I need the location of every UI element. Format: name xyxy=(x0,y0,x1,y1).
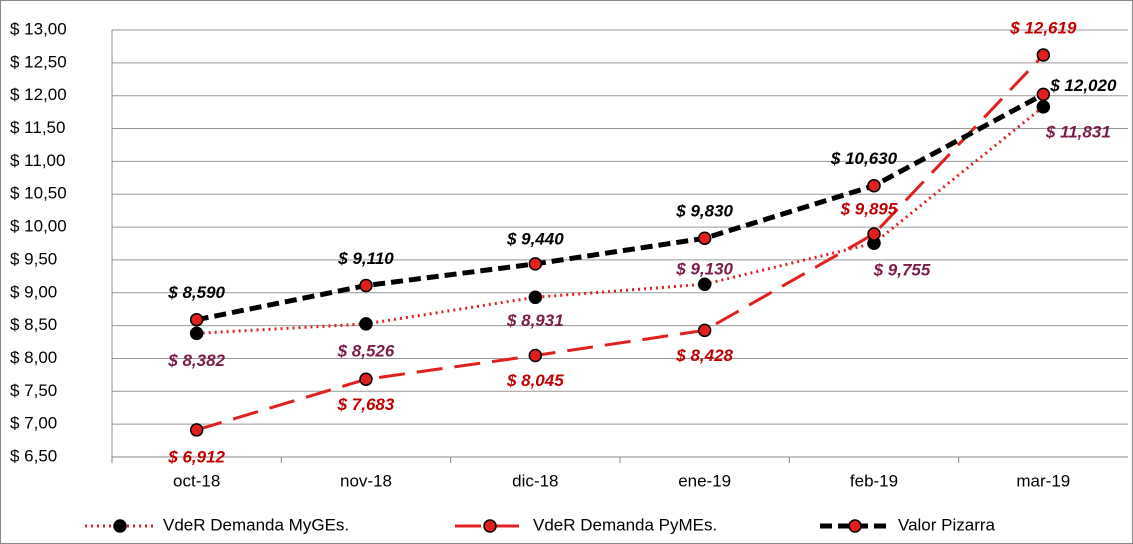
marker xyxy=(528,290,543,305)
value-label: $ 6,912 xyxy=(167,447,225,466)
marker xyxy=(697,323,712,338)
series-line xyxy=(196,105,1045,335)
value-label: $ 9,130 xyxy=(675,260,733,279)
value-label: $ 8,931 xyxy=(506,311,564,330)
marker xyxy=(867,178,881,193)
value-label: $ 9,755 xyxy=(873,261,931,280)
value-label: $ 9,895 xyxy=(840,199,898,218)
value-label: $ 8,045 xyxy=(506,371,564,390)
y-tick-label: $ 7,50 xyxy=(10,381,57,400)
value-label: $ 9,830 xyxy=(675,202,733,221)
value-label: $ 10,630 xyxy=(830,149,898,168)
y-tick-label: $ 12,50 xyxy=(10,52,67,71)
marker xyxy=(359,278,373,293)
legend-label: VdeR Demanda PyMEs. xyxy=(533,515,717,534)
marker xyxy=(1036,100,1051,114)
x-tick-label: mar-19 xyxy=(1016,471,1070,490)
value-label: $ 9,440 xyxy=(506,229,564,248)
x-tick-label: feb-19 xyxy=(850,471,898,490)
legend-label: Valor Pizarra xyxy=(898,515,996,534)
marker xyxy=(1036,48,1051,62)
y-tick-label: $ 7,00 xyxy=(10,414,57,433)
marker xyxy=(1036,87,1051,102)
x-tick-label: ene-19 xyxy=(678,471,731,490)
y-tick-label: $ 6,50 xyxy=(10,446,57,465)
marker xyxy=(359,372,373,387)
y-tick-label: $ 8,00 xyxy=(10,348,57,367)
y-tick-label: $ 8,50 xyxy=(10,315,57,334)
value-label: $ 12,020 xyxy=(1049,76,1117,95)
legend-marker xyxy=(113,519,127,533)
value-label: $ 8,382 xyxy=(167,351,225,370)
value-label: $ 9,110 xyxy=(337,249,394,268)
y-tick-label: $ 9,50 xyxy=(10,249,57,268)
marker xyxy=(528,257,543,271)
y-tick-label: $ 11,50 xyxy=(10,118,65,137)
marker xyxy=(697,231,712,245)
value-label: $ 12,619 xyxy=(1009,19,1077,38)
x-tick-label: dic-18 xyxy=(512,471,558,490)
y-tick-label: $ 10,00 xyxy=(10,217,67,236)
x-tick-label: nov-18 xyxy=(340,471,392,490)
marker xyxy=(528,348,543,363)
legend-marker xyxy=(848,519,862,533)
value-label: $ 7,683 xyxy=(337,395,395,414)
marker xyxy=(189,326,204,341)
value-label: $ 8,526 xyxy=(337,341,395,360)
series-line xyxy=(196,53,1045,432)
value-label: $ 11,831 xyxy=(1045,122,1111,141)
value-label: $ 8,428 xyxy=(675,346,733,365)
marker xyxy=(189,312,204,327)
marker xyxy=(867,227,881,241)
value-label: $ 8,590 xyxy=(167,283,225,302)
legend-label: VdeR Demanda MyGEs. xyxy=(163,515,349,534)
y-tick-label: $ 9,00 xyxy=(10,282,57,301)
marker xyxy=(697,277,712,291)
y-tick-label: $ 12,00 xyxy=(10,85,67,104)
x-tick-label: oct-18 xyxy=(173,471,220,490)
marker xyxy=(189,423,204,437)
legend-marker xyxy=(483,519,497,533)
series-line xyxy=(196,92,1045,323)
y-tick-label: $ 11,00 xyxy=(10,151,65,170)
y-tick-label: $ 10,50 xyxy=(10,184,67,203)
y-tick-label: $ 13,00 xyxy=(10,19,67,38)
marker xyxy=(359,317,373,331)
